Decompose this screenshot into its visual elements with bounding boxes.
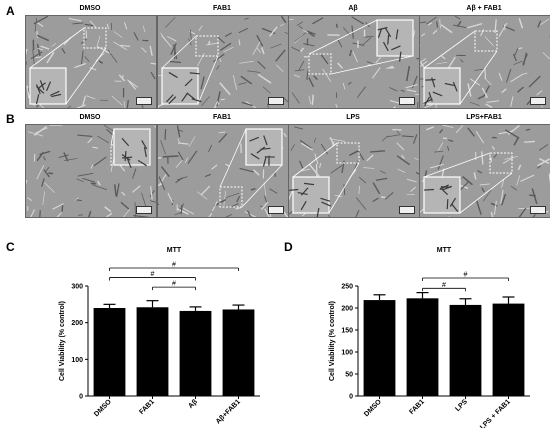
chart-d-x-tick-label: FAB1: [408, 398, 426, 416]
zoom-connector: [161, 35, 197, 69]
zoom-inset: [113, 128, 151, 166]
chart-c-y-tick-label: 300: [71, 284, 83, 291]
chart-d-bar: [363, 300, 396, 396]
micrograph-b-dmso: [25, 124, 157, 218]
image-label-b-fab1: FAB1: [213, 114, 231, 121]
zoom-inset: [292, 176, 330, 214]
scale-bar: [530, 206, 546, 214]
chart-c-y-label: Cell Viability (% control): [59, 301, 66, 381]
panel-letter-b: B: [6, 112, 15, 126]
chart-c-bar: [222, 309, 255, 396]
zoom-connector: [292, 142, 338, 178]
micrograph-b-lps: [288, 124, 420, 218]
image-label-a-abeta-fab1: Aβ + FAB1: [466, 5, 502, 12]
panel-letter-a: A: [6, 4, 15, 18]
zoom-connector: [110, 128, 115, 146]
zoom-connector: [459, 50, 498, 105]
micrograph-texture: [158, 16, 288, 108]
zoom-connector: [423, 152, 491, 178]
zoom-connector: [308, 19, 378, 55]
micrograph-a-dmso: [25, 15, 157, 109]
roi-box: [219, 186, 243, 208]
panel-letter-c: C: [6, 240, 15, 254]
scale-bar: [268, 206, 284, 214]
chart-d-x-tick-label: LPS: [454, 398, 469, 413]
zoom-connector: [65, 47, 107, 105]
roi-box: [195, 35, 219, 57]
image-label-a-abeta: Aβ: [348, 5, 358, 12]
chart-c-significance-label: #: [172, 281, 176, 288]
scale-bar: [136, 97, 152, 105]
zoom-connector: [219, 128, 247, 188]
chart-c-mtt: MTT 0 100 200 300 Cell Viability (% control) D…: [59, 247, 260, 426]
chart-d-bar: [492, 303, 525, 396]
chart-d-y-tick-label: 150: [341, 328, 353, 335]
roi-box: [308, 53, 332, 75]
chart-c-title: MTT: [167, 247, 182, 254]
roi-box: [489, 152, 513, 174]
chart-d-title: MTT: [437, 247, 452, 254]
micrograph-a-abeta-fab1: [419, 15, 550, 109]
micrograph-a-abeta: [288, 15, 420, 109]
micrograph-texture: [289, 126, 419, 217]
roi-box: [474, 30, 498, 52]
chart-c-x-tick-label: Aβ: [187, 398, 199, 410]
zoom-connector: [29, 27, 85, 69]
scale-bar: [136, 206, 152, 214]
chart-d-y-tick-label: 200: [341, 306, 353, 313]
micrograph-texture: [26, 125, 156, 217]
zoom-connector: [459, 172, 513, 214]
image-label-b-dmso: DMSO: [79, 114, 101, 121]
chart-c-x-tick-label: DMSO: [93, 398, 113, 418]
micrograph-b-lps-fab1: [419, 124, 550, 218]
image-label-b-lps-fab1: LPS+FAB1: [466, 114, 502, 121]
chart-c-x-tick-label: FAB1: [138, 398, 156, 416]
chart-d-x-tick-label: LPS + FAB1: [479, 398, 512, 428]
chart-c-bar: [93, 308, 126, 396]
zoom-connector: [328, 162, 360, 214]
scale-bar: [399, 97, 415, 105]
chart-d-y-tick-label: 250: [341, 284, 353, 291]
chart-c-bar: [136, 307, 169, 396]
micrograph-b-fab1: [157, 124, 289, 218]
scale-bar: [399, 206, 415, 214]
micrograph-texture: [420, 16, 550, 108]
scale-bar: [530, 97, 546, 105]
chart-d-bar: [406, 298, 439, 396]
micrograph-texture: [420, 125, 550, 217]
image-label-b-lps: LPS: [346, 114, 360, 121]
chart-c-x-tick-label: Aβ+FAB1: [215, 398, 242, 425]
chart-d-y-label: Cell Viability (% control): [329, 301, 336, 381]
chart-c-significance-label: #: [151, 271, 155, 278]
chart-d-y-tick-label: 100: [341, 350, 353, 357]
image-label-a-dmso: DMSO: [79, 5, 101, 12]
zoom-inset: [161, 67, 199, 105]
zoom-connector: [241, 164, 283, 208]
chart-d-bar: [449, 304, 482, 396]
scale-bar: [268, 97, 284, 105]
chart-d-y-tick-label: 50: [345, 372, 353, 379]
micrograph-a-fab1: [157, 15, 289, 109]
chart-d-significance-label: #: [464, 272, 468, 279]
chart-d-mtt: MTT 0 50 100 150 200 250 Cell Viability (% cont…: [329, 247, 530, 428]
chart-d-y-tick-label: 0: [349, 394, 353, 401]
zoom-inset: [376, 19, 414, 57]
micrograph-texture: [26, 16, 156, 108]
chart-d-x-tick-label: DMSO: [363, 398, 383, 418]
chart-c-y-tick-label: 200: [71, 320, 83, 327]
image-label-a-fab1: FAB1: [213, 5, 231, 12]
panel-letter-d: D: [284, 240, 293, 254]
zoom-connector: [423, 30, 476, 69]
micrograph-texture: [158, 125, 288, 217]
micrograph-texture: [289, 16, 419, 108]
zoom-connector: [330, 55, 414, 75]
roi-box: [336, 142, 360, 164]
chart-c-y-tick-label: 0: [79, 394, 83, 401]
chart-c-significance-label: #: [172, 262, 176, 269]
chart-d-significance-label: #: [442, 282, 446, 289]
roi-box: [83, 27, 107, 49]
chart-c-bar: [179, 310, 212, 396]
zoom-connector: [197, 55, 219, 105]
chart-c-y-tick-label: 100: [71, 357, 83, 364]
